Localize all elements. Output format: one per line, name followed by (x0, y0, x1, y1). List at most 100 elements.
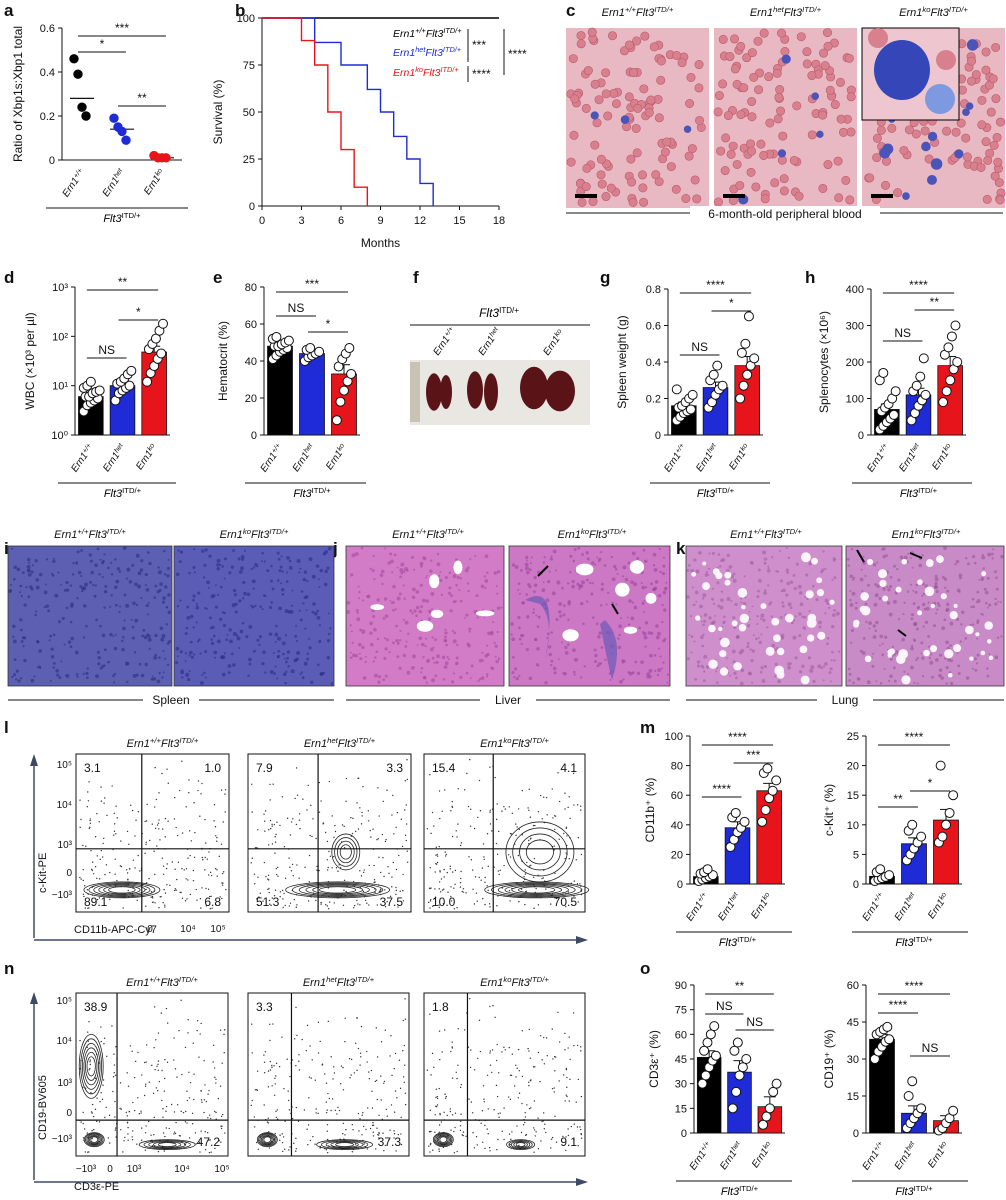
event-dot (157, 1090, 159, 1092)
event-dot (312, 1136, 314, 1138)
tissue-texture (213, 650, 218, 655)
event-dot (141, 1127, 143, 1129)
smear-caption: 6-month-old peripheral blood (708, 207, 861, 221)
event-dot (104, 797, 106, 799)
tissue-texture (740, 668, 745, 673)
event-dot (309, 1045, 311, 1047)
tissue-texture (518, 626, 521, 630)
tissue-texture (622, 565, 627, 570)
event-dot (518, 1144, 520, 1147)
tissue-texture (981, 553, 984, 557)
data-point (712, 360, 723, 371)
event-dot (459, 881, 462, 884)
event-dot (496, 853, 499, 856)
tissue-texture (708, 616, 712, 620)
data-point (734, 1070, 745, 1081)
event-dot (454, 869, 457, 872)
event-dot (533, 1151, 535, 1153)
tissue-texture (938, 673, 942, 678)
density-contour (432, 1132, 454, 1148)
leukocyte (930, 158, 943, 170)
tissue-texture (558, 602, 562, 606)
tissue-texture (912, 602, 916, 606)
rbc (624, 92, 634, 102)
tissue-texture (214, 605, 218, 609)
panel-letter-h: h (805, 268, 815, 287)
event-dot (482, 897, 484, 900)
data-point (760, 805, 771, 815)
event-dot (429, 1151, 431, 1153)
event-dot (279, 891, 282, 893)
tissue-texture (720, 559, 724, 563)
tissue-texture (864, 575, 867, 578)
event-dot (569, 1078, 571, 1081)
event-dot (470, 1101, 473, 1103)
tissue-texture (447, 658, 450, 661)
data-point (142, 376, 153, 387)
event-dot (200, 1130, 202, 1132)
tissue-texture (589, 581, 592, 585)
tissue-texture (594, 563, 597, 566)
event-dot (400, 1143, 403, 1146)
event-dot (281, 1133, 283, 1135)
quadrant-value-tl: 7.9 (256, 761, 273, 775)
rbc (846, 92, 856, 102)
tissue-texture (694, 678, 698, 681)
tissue-texture (630, 580, 634, 584)
event-dot (564, 792, 566, 794)
event-dot (120, 865, 123, 868)
event-dot (400, 1116, 402, 1119)
event-dot (164, 904, 166, 906)
tissue-texture (533, 583, 538, 588)
rbc (581, 182, 591, 192)
tissue-texture (767, 565, 770, 568)
event-dot (100, 1092, 102, 1094)
event-dot (333, 902, 335, 904)
tissue-texture (695, 569, 700, 574)
tissue-texture (162, 671, 165, 674)
event-dot (279, 1139, 281, 1142)
tissue-texture (416, 644, 419, 647)
event-dot (565, 1068, 568, 1071)
event-dot (215, 903, 217, 906)
tissue-texture (597, 635, 601, 639)
tissue-texture (495, 585, 498, 588)
tissue-texture (622, 678, 625, 681)
tissue-texture (86, 676, 89, 680)
event-dot (223, 1029, 226, 1031)
event-dot (382, 800, 384, 803)
event-dot (269, 1039, 271, 1042)
spleen (520, 366, 548, 410)
tissue-texture (849, 602, 854, 607)
plot-frame (423, 992, 586, 1157)
tissue-texture (831, 578, 834, 581)
event-dot (535, 1131, 537, 1133)
density-contour (86, 1056, 96, 1077)
blast-cell (874, 40, 930, 100)
tissue-texture (303, 596, 307, 599)
tissue-texture (990, 552, 994, 556)
alveolus (737, 587, 748, 598)
tissue-texture (404, 567, 408, 571)
event-dot (530, 1107, 532, 1109)
alveolus (923, 649, 930, 657)
event-dot (328, 780, 331, 783)
event-dot (530, 837, 532, 840)
tissue-texture (98, 573, 101, 576)
tissue-texture (233, 593, 237, 597)
density-contour (325, 1140, 364, 1149)
tissue-texture (580, 601, 584, 606)
tissue-texture (542, 561, 546, 564)
x-tick-label: Ern1het (897, 441, 925, 474)
event-dot (530, 1079, 532, 1081)
tissue-texture (382, 617, 386, 620)
sig-label: ** (930, 295, 940, 309)
event-dot (89, 826, 91, 829)
tissue-texture (276, 677, 279, 680)
event-dot (390, 1104, 393, 1106)
event-dot (224, 811, 226, 813)
tissue-texture (330, 682, 334, 686)
event-dot (158, 1080, 161, 1083)
tissue-texture (767, 584, 770, 587)
tissue-texture (792, 573, 796, 577)
